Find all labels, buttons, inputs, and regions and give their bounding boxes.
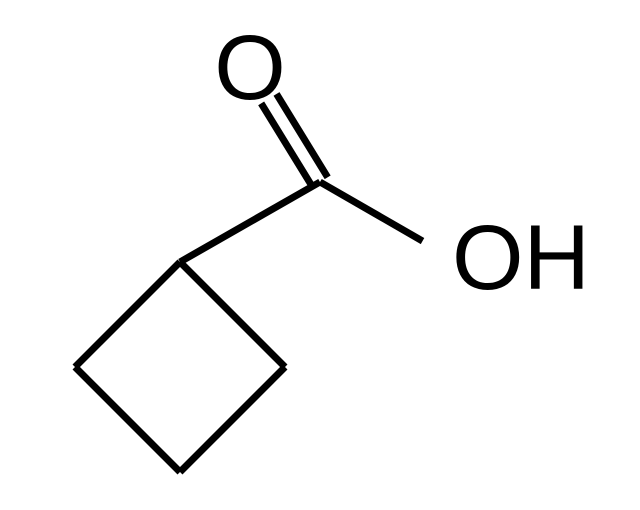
bond (180, 367, 285, 472)
atom-label: O (214, 17, 286, 119)
bond (320, 182, 423, 241)
chemical-structure: O OH (0, 0, 640, 510)
bond (75, 367, 180, 472)
atom-label: OH (452, 207, 590, 309)
bond (180, 262, 285, 367)
bond (75, 262, 180, 367)
bond (180, 182, 320, 262)
